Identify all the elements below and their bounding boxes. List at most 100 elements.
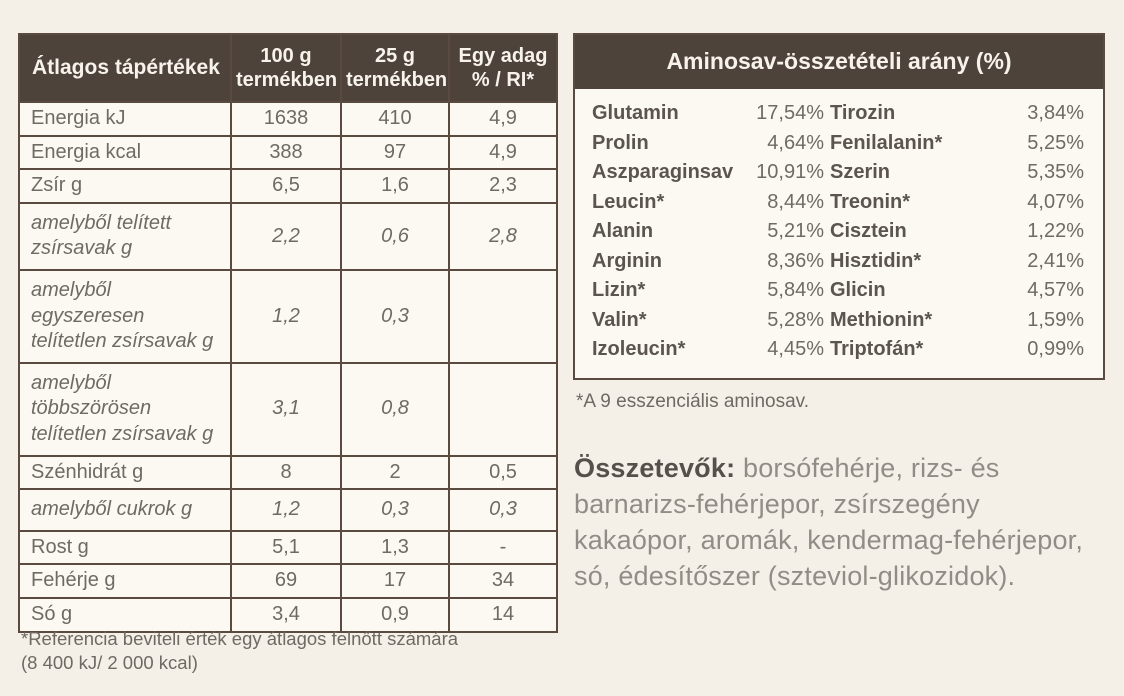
table-row: amelyből egyszeresen telítetlen zsírsava… [18, 268, 558, 364]
row-value: 0,6 [340, 201, 450, 271]
row-value: 1638 [230, 101, 342, 137]
column-header-serving: Egy adag % / RI* [448, 33, 558, 103]
amino-value: 5,25% [1027, 131, 1084, 154]
amino-name: Treonin* [830, 190, 911, 213]
row-label: Fehérje g [18, 563, 232, 599]
row-label: amelyből telített zsírsavak g [18, 201, 232, 271]
row-value: 69 [230, 563, 342, 599]
row-label: Energia kJ [18, 101, 232, 137]
row-value: 6,5 [230, 168, 342, 204]
amino-value: 5,84% [767, 279, 824, 301]
amino-name: Aszparaginsav [592, 161, 734, 183]
amino-name: Arginin [592, 249, 662, 272]
amino-name: Fenilalanin* [830, 131, 943, 154]
row-value: 3,4 [230, 596, 342, 633]
amino-panel-title: Aminosav-összetételi arány (%) [575, 35, 1103, 89]
nutrition-table: Átlagos tápértékek 100 g termékben 25 g … [18, 33, 558, 633]
row-value: 410 [340, 101, 450, 137]
table-row: Fehérje g 69 17 34 [18, 563, 558, 599]
row-label: Rost g [18, 529, 232, 566]
amino-name: Glicin [830, 279, 886, 301]
amino-name: Izoleucin* [592, 338, 686, 360]
row-label: Szénhidrát g [18, 454, 232, 491]
amino-name: Hisztidin* [830, 249, 922, 272]
row-value: 388 [230, 134, 342, 171]
amino-value: 4,57% [1027, 279, 1084, 301]
row-label: Só g [18, 596, 232, 633]
row-label: amelyből többszörösen telítetlen zsírsav… [18, 361, 232, 457]
amino-value: 8,36% [767, 249, 824, 272]
row-value: 1,2 [230, 268, 342, 364]
amino-name: Cisztein [830, 220, 907, 242]
row-value: - [448, 529, 558, 566]
row-value: 1,6 [340, 168, 450, 204]
amino-value: 17,54% [756, 102, 824, 124]
row-value: 1,2 [230, 488, 342, 532]
amino-value: 0,99% [1027, 338, 1084, 360]
column-header-25g: 25 g termékben [340, 33, 450, 103]
amino-value: 4,64% [767, 131, 824, 154]
row-value: 0,3 [448, 488, 558, 532]
table-row: Rost g 5,1 1,3- [18, 529, 558, 566]
row-label: amelyből cukrok g [18, 488, 232, 532]
amino-value: 10,91% [756, 161, 824, 183]
amino-name: Leucin* [592, 190, 665, 213]
nutrition-table-title: Átlagos tápértékek [18, 33, 232, 103]
row-value: 0,3 [340, 488, 450, 532]
amino-name: Valin* [592, 308, 647, 331]
table-row: Szénhidrát g 8 2 0,5 [18, 454, 558, 491]
amino-name: Prolin [592, 131, 649, 154]
row-value [448, 268, 558, 364]
amino-value: 4,45% [767, 338, 824, 360]
row-value: 4,9 [448, 101, 558, 137]
row-value: 8 [230, 454, 342, 491]
row-value: 0,9 [340, 596, 450, 633]
table-row: amelyből cukrok g 1,2 0,3 0,3 [18, 488, 558, 532]
row-value: 34 [448, 563, 558, 599]
table-row: amelyből többszörösen telítetlen zsírsav… [18, 361, 558, 457]
row-label: amelyből egyszeresen telítetlen zsírsava… [18, 268, 232, 364]
amino-name: Glutamin [592, 102, 679, 124]
amino-value: 5,35% [1027, 161, 1084, 183]
table-row: amelyből telített zsírsavak g 2,2 0,6 2,8 [18, 201, 558, 271]
reference-footnote-line1: *Referencia beviteli érték egy átlagos f… [21, 628, 459, 649]
ingredients-text: borsófehérje, rizs- és barnarizs-fehérje… [574, 453, 1084, 591]
row-value: 3,1 [230, 361, 342, 457]
row-value: 2,3 [448, 168, 558, 204]
nutrition-table-body: Energia kJ 1638 410 4,9 Energia kcal 388 97 4,9… [18, 101, 558, 633]
amino-grid: Glutamin 17,54% Tirozin 3,84% Prolin 4,64% Fen… [575, 89, 1103, 378]
row-value: 2,2 [230, 201, 342, 271]
row-value: 0,5 [448, 454, 558, 491]
amino-name: Szerin [830, 161, 891, 183]
row-value: 2,8 [448, 201, 558, 271]
amino-name: Tirozin [830, 102, 896, 124]
amino-name: Methionin* [830, 308, 933, 331]
row-value: 5,1 [230, 529, 342, 566]
amino-value: 1,22% [1027, 220, 1084, 242]
row-value: 0,3 [340, 268, 450, 364]
row-value: 0,8 [340, 361, 450, 457]
ingredients-paragraph: Összetevők: borsófehérje, rizs- és barna… [574, 451, 1098, 595]
row-value [448, 361, 558, 457]
row-label: Energia kcal [18, 134, 232, 171]
amino-value: 4,07% [1027, 190, 1084, 213]
column-header-100g: 100 g termékben [230, 33, 342, 103]
table-row: Zsír g 6,5 1,6 2,3 [18, 168, 558, 204]
amino-name: Lizin* [592, 279, 646, 301]
reference-footnote-line2: (8 400 kJ/ 2 000 kcal) [21, 652, 198, 674]
amino-name: Alanin [592, 220, 654, 242]
amino-value: 3,84% [1027, 102, 1084, 124]
row-value: 4,9 [448, 134, 558, 171]
row-value: 17 [340, 563, 450, 599]
row-value: 1,3 [340, 529, 450, 566]
amino-value: 1,59% [1027, 308, 1084, 331]
table-row: Energia kJ 1638 410 4,9 [18, 101, 558, 137]
reference-footnote: *Referencia beviteli érték egy átlagos f… [21, 627, 458, 676]
ingredients-label: Összetevők: [574, 453, 736, 483]
amino-value: 5,21% [767, 220, 824, 242]
amino-value: 2,41% [1027, 249, 1084, 272]
table-row: Só g 3,4 0,9 14 [18, 596, 558, 633]
nutrition-table-header: Átlagos tápértékek 100 g termékben 25 g … [18, 33, 558, 103]
row-label: Zsír g [18, 168, 232, 204]
row-value: 97 [340, 134, 450, 171]
